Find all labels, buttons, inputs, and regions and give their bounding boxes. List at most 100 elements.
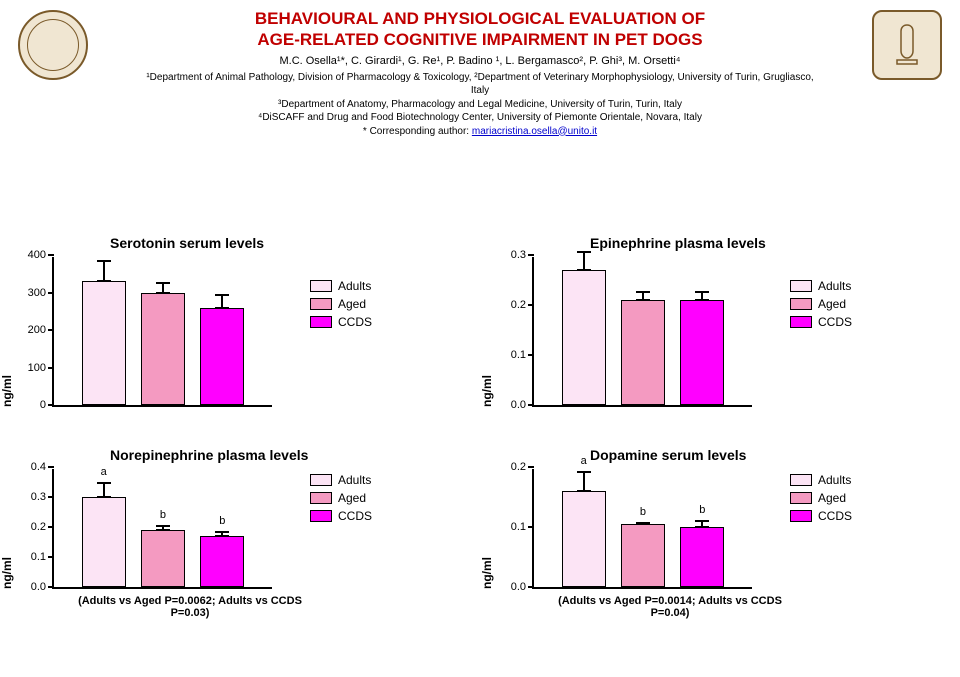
- significance-label: a: [581, 455, 587, 467]
- affil-1: ¹Department of Animal Pathology, Divisio…: [140, 71, 820, 98]
- affiliations: ¹Department of Animal Pathology, Divisio…: [120, 71, 840, 139]
- legend-swatch: [310, 492, 332, 504]
- legend-item-adults: Adults: [790, 473, 852, 487]
- y-tick-label: 200: [28, 324, 46, 336]
- chart-title: Serotonin serum levels: [110, 235, 480, 251]
- legend-swatch: [790, 280, 812, 292]
- bar-group: [562, 270, 606, 405]
- charts-grid: Serotonin serum levelsng/ml0100200300400…: [0, 235, 960, 619]
- bar-group: [621, 300, 665, 405]
- legend-label: CCDS: [338, 509, 372, 523]
- legend-label: CCDS: [818, 315, 852, 329]
- bar-group: b: [200, 536, 244, 587]
- y-tick-label: 0.2: [511, 299, 526, 311]
- legend-swatch: [310, 474, 332, 486]
- chart-norepinephrine: Norepinephrine plasma levels ng/ml 0.00.10…: [0, 447, 480, 619]
- bar-group: [680, 300, 724, 405]
- legend-label: Aged: [338, 491, 366, 505]
- y-tick-label: 400: [28, 249, 46, 261]
- error-bar: [221, 294, 223, 309]
- plot-area: 0100200300400: [52, 257, 272, 407]
- legend-item-adults: Adults: [310, 473, 372, 487]
- chart-dopamine: Dopamine serum levelsng/ml0.00.10.2abbAd…: [480, 447, 960, 619]
- legend-swatch: [790, 474, 812, 486]
- legend-item-adults: Adults: [310, 279, 372, 293]
- chart-title: Dopamine serum levels: [590, 447, 960, 463]
- bar-aged: b: [621, 524, 665, 587]
- bar-adults: [82, 281, 126, 405]
- bar-ccds: b: [680, 527, 724, 587]
- legend-item-aged: Aged: [310, 491, 372, 505]
- plot-area: 0.00.10.20.30.4abb: [52, 469, 272, 589]
- authors-line: M.C. Osella¹*, C. Girardi¹, G. Re¹, P. B…: [120, 55, 840, 67]
- legend-swatch: [310, 280, 332, 292]
- y-tick-label: 0.0: [511, 581, 526, 593]
- significance-label: a: [101, 466, 107, 478]
- legend-label: Aged: [338, 297, 366, 311]
- bar-group: [141, 293, 185, 406]
- corresponding-author: * Corresponding author: mariacristina.os…: [140, 125, 820, 139]
- legend-label: Aged: [818, 491, 846, 505]
- legend-item-aged: Aged: [790, 297, 852, 311]
- legend-swatch: [790, 510, 812, 522]
- legend-item-ccds: CCDS: [310, 509, 372, 523]
- bar-group: [82, 281, 126, 405]
- y-tick-label: 0.4: [31, 461, 46, 473]
- legend-swatch: [310, 510, 332, 522]
- bar-group: b: [621, 524, 665, 587]
- y-tick-label: 0.2: [31, 521, 46, 533]
- bar-group: a: [82, 497, 126, 587]
- legend-swatch: [790, 298, 812, 310]
- y-tick-label: 0.3: [31, 491, 46, 503]
- legend-swatch: [310, 298, 332, 310]
- legend-item-ccds: CCDS: [790, 315, 852, 329]
- bar-ccds: [200, 308, 244, 406]
- significance-label: b: [160, 509, 166, 521]
- y-tick-label: 0.0: [511, 399, 526, 411]
- y-tick-label: 0.2: [511, 461, 526, 473]
- error-bar: [642, 291, 644, 301]
- legend-label: Aged: [818, 297, 846, 311]
- logo-left-seal: [18, 10, 88, 80]
- bar-adults: [562, 270, 606, 405]
- y-axis-label: ng/ml: [480, 257, 494, 407]
- legend-item-ccds: CCDS: [790, 509, 852, 523]
- legend: Adults Aged CCDS: [310, 279, 372, 329]
- chart-title: Norepinephrine plasma levels: [110, 447, 480, 463]
- error-bar: [701, 291, 703, 301]
- bar-aged: [141, 293, 185, 406]
- bar-group: b: [680, 527, 724, 587]
- plot-area: 0.00.10.20.3: [532, 257, 752, 407]
- legend-swatch: [310, 316, 332, 328]
- header: BEHAVIOURAL AND PHYSIOLOGICAL EVALUATION…: [0, 0, 960, 142]
- error-bar: [583, 251, 585, 271]
- legend-item-ccds: CCDS: [310, 315, 372, 329]
- y-tick-label: 0.1: [511, 521, 526, 533]
- y-tick-label: 0.3: [511, 249, 526, 261]
- y-tick-label: 0.0: [31, 581, 46, 593]
- page-title: BEHAVIOURAL AND PHYSIOLOGICAL EVALUATION…: [120, 8, 840, 51]
- email-link[interactable]: mariacristina.osella@unito.it: [472, 126, 597, 137]
- bar-ccds: [680, 300, 724, 405]
- y-tick-label: 0: [40, 399, 46, 411]
- chart-title: Epinephrine plasma levels: [590, 235, 960, 251]
- chart-footnote: (Adults vs Aged P=0.0014; Adults vs CCDS…: [540, 595, 800, 619]
- legend-label: Adults: [818, 473, 851, 487]
- bar-group: [200, 308, 244, 406]
- logo-right-seal: [872, 10, 942, 80]
- bar-aged: b: [141, 530, 185, 587]
- chart-epinephrine: Epinephrine plasma levels ng/ml 0.00.10.20…: [480, 235, 960, 407]
- error-bar: [162, 525, 164, 531]
- bar-group: b: [141, 530, 185, 587]
- legend-swatch: [790, 316, 812, 328]
- legend-label: Adults: [338, 279, 371, 293]
- y-tick-label: 0.1: [511, 349, 526, 361]
- bar-adults: a: [562, 491, 606, 587]
- error-bar: [642, 522, 644, 525]
- legend-label: Adults: [818, 279, 851, 293]
- y-axis-label: ng/ml: [0, 469, 14, 589]
- legend-swatch: [790, 492, 812, 504]
- error-bar: [103, 482, 105, 499]
- legend-item-adults: Adults: [790, 279, 852, 293]
- significance-label: b: [699, 504, 705, 516]
